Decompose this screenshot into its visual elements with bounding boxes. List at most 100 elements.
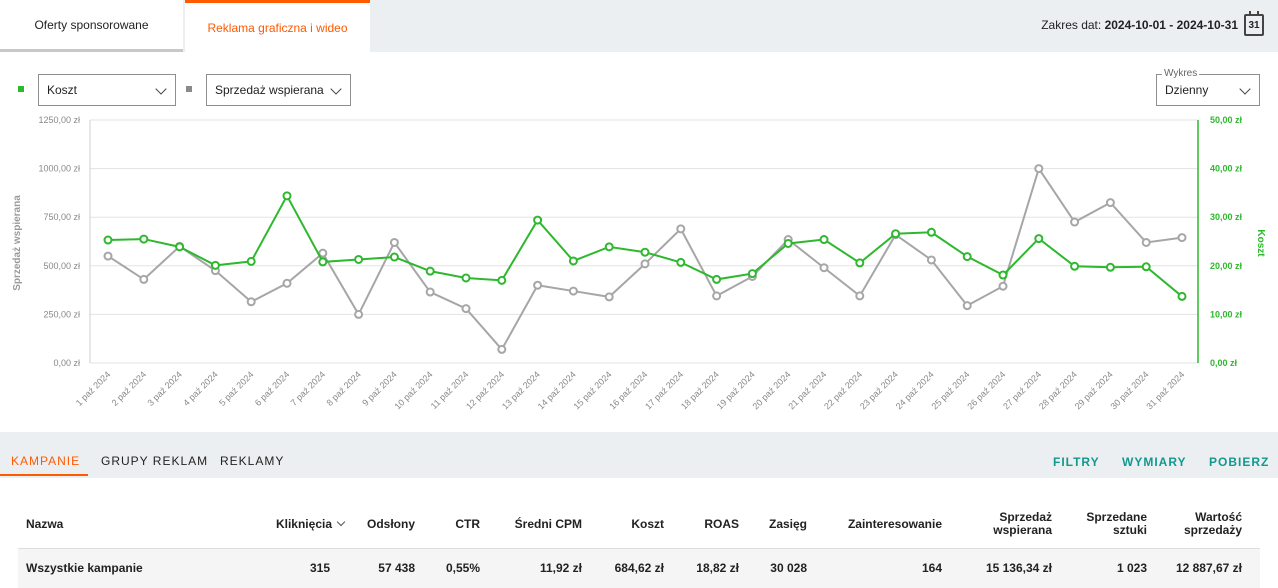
cell-ctr: 0,55% [433,548,498,588]
col-name[interactable]: Nazwa [18,500,258,549]
tab-ads[interactable]: REKLAMY [220,454,285,468]
tab-ad-groups[interactable]: GRUPY REKLAM [101,454,209,468]
col-sales-value-label: Wartość sprzedaży [1183,509,1242,537]
col-assisted-sales[interactable]: Sprzedaż wspierana [960,500,1070,549]
cost-series-point [604,242,614,252]
sales-series-line [107,166,1183,352]
download-button[interactable]: POBIERZ [1209,455,1270,469]
metric1-select[interactable]: Koszt [38,74,176,106]
sales-series-point [103,251,113,261]
sales-series-point [962,301,972,311]
sales-series-point [640,259,650,269]
dimensions-button[interactable]: WYMIARY [1122,455,1187,469]
sales-series-point [425,287,435,297]
cost-series-point [103,235,113,245]
cost-series-point [425,266,435,276]
col-clicks-label: Kliknięcia [275,516,332,531]
calendar-icon[interactable]: 31 [1244,11,1264,36]
tab-sponsored-offers[interactable]: Oferty sponsorowane [0,0,183,52]
cost-series-point [568,256,578,266]
y2-tick-label: 50,00 zł [1210,115,1243,125]
x-tick-label: 10 paź 2024 [393,369,435,411]
cost-series-point [998,270,1008,280]
x-tick-label: 1 paź 2024 [74,369,113,408]
y2-tick-label: 10,00 zł [1210,309,1243,319]
x-tick-label: 8 paź 2024 [324,369,363,408]
metric2-value: Sprzedaż wspierana [215,83,324,97]
sales-series-point [497,344,507,354]
sales-legend-marker [186,86,192,92]
sales-series-point [246,297,256,307]
metric2-select[interactable]: Sprzedaż wspierana [206,74,351,106]
sales-series-point [1141,237,1151,247]
col-interest[interactable]: Zainteresowanie [825,500,960,549]
chart-period-label: Wykres [1162,68,1200,79]
sales-series-point [389,237,399,247]
y-tick-label: 1000,00 zł [38,164,80,174]
cost-series-point [210,260,220,270]
x-tick-label: 3 paź 2024 [145,369,184,408]
col-sales-value[interactable]: Wartość sprzedaży [1165,500,1260,549]
sort-desc-icon[interactable] [336,517,346,526]
cell-reach: 30 028 [757,548,825,588]
chevron-down-icon [155,83,167,95]
y2-tick-label: 40,00 zł [1210,164,1243,174]
tab-display-video-ads[interactable]: Reklama graficzna i wideo [185,0,370,52]
chart: 0,00 zł 0,00 zł 250,00 zł 10,00 zł 500,00 zł… [12,115,1266,411]
y2-tick-label: 0,00 zł [1210,358,1238,368]
x-tick-label: 5 paź 2024 [217,369,256,408]
cost-series-point [891,229,901,239]
cell-interest: 164 [825,548,960,588]
col-cost[interactable]: Koszt [600,500,682,549]
sales-series-point [604,292,614,302]
col-units-sold[interactable]: Sprzedane sztuki [1070,500,1165,549]
cost-series-point [389,252,399,262]
col-units-sold-label: Sprzedane sztuki [1086,509,1147,537]
active-tab-underline [0,474,88,476]
cost-legend-marker [18,86,24,92]
y-axis-title: Sprzedaż wspierana [12,195,23,291]
tab-campaigns[interactable]: KAMPANIE [11,454,81,468]
sales-series-point [926,255,936,265]
y-tick-label: 1250,00 zł [38,115,80,125]
cost-series-line [107,193,1183,298]
sales-series-point [354,309,364,319]
cost-series-point [533,215,543,225]
date-range: Zakres dat: 2024-10-01 - 2024-10-31 [1041,18,1238,32]
sales-series-point [676,224,686,234]
chevron-down-icon [330,83,342,95]
cost-series-point [1070,261,1080,271]
table-row[interactable]: Wszystkie kampanie 315 57 438 0,55% 11,9… [18,548,1260,588]
y-tick-label: 250,00 zł [43,309,80,319]
sales-series-point [1034,164,1044,174]
col-clicks[interactable]: Kliknięcia [258,500,348,549]
cost-series-point [282,191,292,201]
x-tick-label: 9 paź 2024 [360,369,399,408]
chart-period-select[interactable]: Dzienny [1156,74,1260,106]
col-avg-cpm[interactable]: Średni CPM [498,500,600,549]
date-range-label: Zakres dat: [1041,18,1102,32]
filters-button[interactable]: FILTRY [1053,455,1100,469]
col-ctr[interactable]: CTR [433,500,498,549]
x-tick-label: 7 paź 2024 [289,369,328,408]
x-tick-label: 4 paź 2024 [181,369,220,408]
table-header-row: Nazwa Kliknięcia Odsłony CTR Średni CPM … [18,500,1260,549]
x-tick-label: 2 paź 2024 [110,369,149,408]
col-reach[interactable]: Zasięg [757,500,825,549]
cost-series-point [926,227,936,237]
cell-avg-cpm: 11,92 zł [498,548,600,588]
col-roas[interactable]: ROAS [682,500,757,549]
cell-roas: 18,82 zł [682,548,757,588]
sales-series-point [998,281,1008,291]
campaigns-table: Nazwa Kliknięcia Odsłony CTR Średni CPM … [18,500,1260,588]
col-impressions[interactable]: Odsłony [348,500,433,549]
sales-series-point [1105,198,1115,208]
sales-series-point [855,291,865,301]
sales-series-point [139,274,149,284]
cost-series-point [962,252,972,262]
metric1-value: Koszt [47,83,78,97]
x-tick-label: 31 paź 2024 [1144,369,1186,411]
cost-series-point [1105,262,1115,272]
sales-series-point [282,278,292,288]
cell-clicks: 315 [258,548,348,588]
